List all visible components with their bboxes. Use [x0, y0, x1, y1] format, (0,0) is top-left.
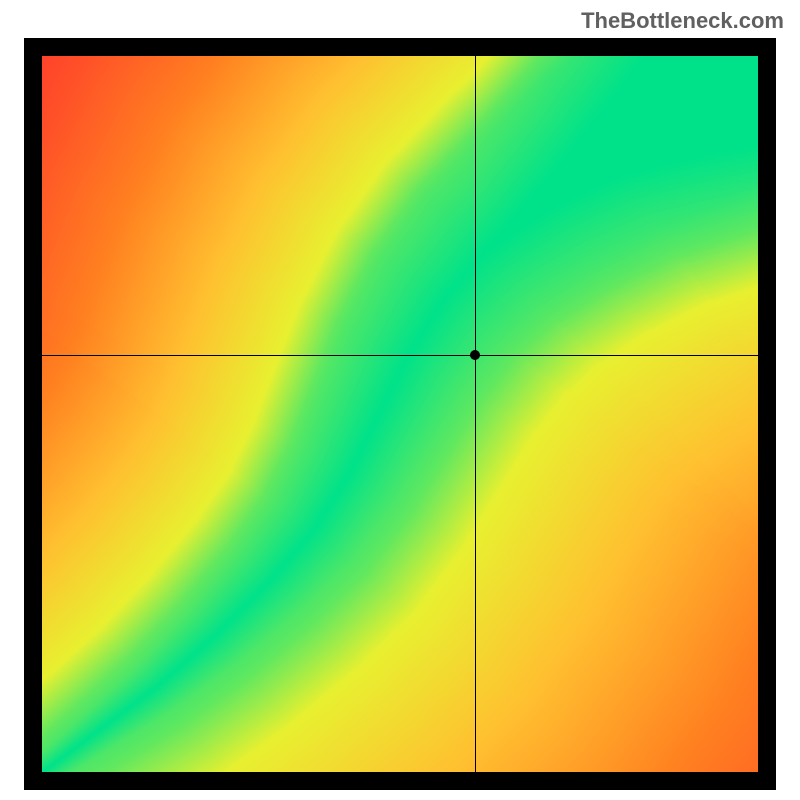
- crosshair-vertical: [475, 56, 476, 772]
- crosshair-horizontal: [42, 355, 758, 356]
- watermark-text: TheBottleneck.com: [581, 8, 784, 34]
- chart-container: TheBottleneck.com: [0, 0, 800, 800]
- crosshair-marker: [470, 350, 480, 360]
- heatmap-canvas: [42, 56, 758, 772]
- chart-frame: [24, 38, 776, 790]
